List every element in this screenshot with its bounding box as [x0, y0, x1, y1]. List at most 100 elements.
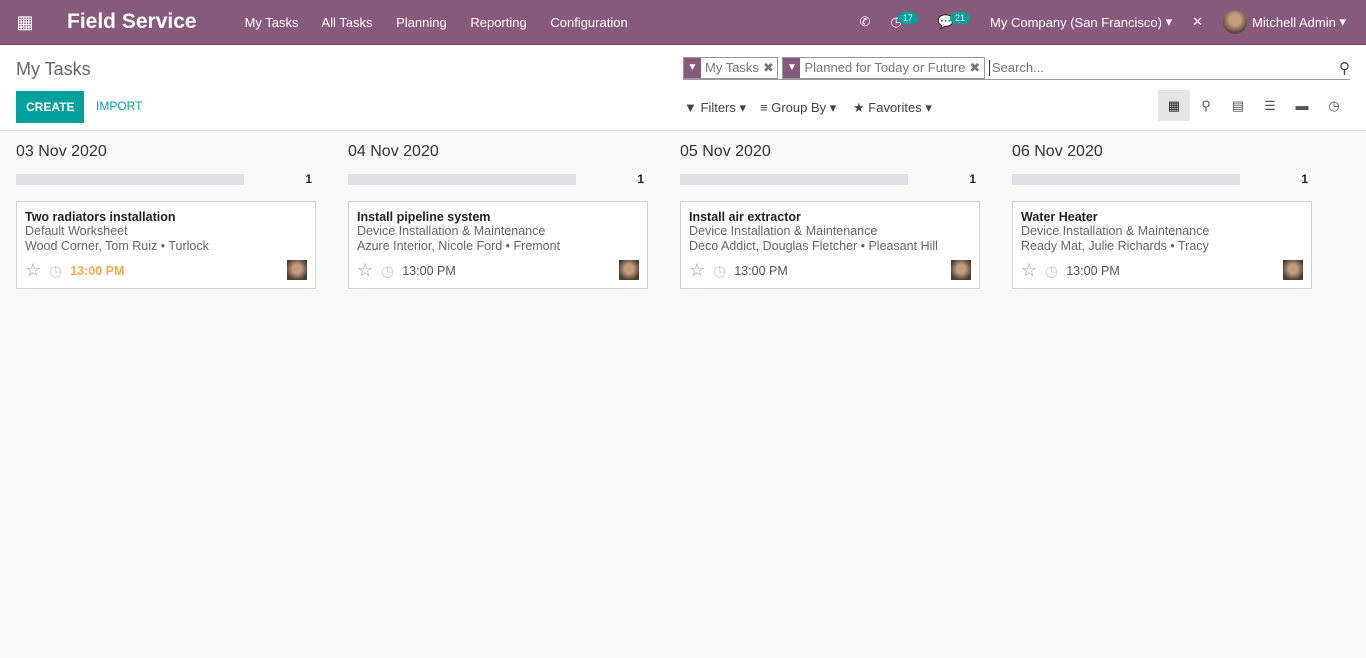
caret-down-icon: ▾ [1339, 14, 1346, 29]
caret-down-icon: ▾ [1165, 14, 1173, 29]
kanban-column: 05 Nov 2020 1 Install air extractor Devi… [680, 131, 980, 289]
task-card[interactable]: Water Heater Device Installation & Maint… [1012, 201, 1312, 289]
star-icon[interactable]: ☆ [689, 260, 706, 280]
star-icon[interactable]: ☆ [25, 260, 42, 280]
task-worksheet: Device Installation & Maintenance [689, 224, 878, 238]
menu-configuration[interactable]: Configuration [550, 14, 628, 30]
task-customer-location: Wood Corner, Tom Ruiz • Turlock [25, 239, 209, 253]
menu-my-tasks[interactable]: My Tasks [244, 14, 299, 30]
company-switcher[interactable]: My Company (San Francisco) ▾ [990, 14, 1172, 30]
facet-my-tasks: ▼ My Tasks ✖ [683, 56, 779, 79]
remove-facet-icon[interactable]: ✖ [762, 59, 778, 75]
page-title: My Tasks [16, 59, 91, 79]
facet-label: My Tasks [705, 60, 759, 75]
main-menu: My Tasks All Tasks Planning Reporting Co… [245, 15, 648, 30]
activity-button[interactable]: ◷ 17 [890, 12, 918, 30]
column-progress-bar[interactable] [16, 173, 244, 185]
gantt-view-icon[interactable]: ▬ [1295, 98, 1309, 113]
activity-view-icon[interactable]: ◷ [1328, 97, 1340, 113]
clock-icon: ◷ [890, 14, 902, 29]
view-switcher: ▦ ⚲ ▤ ☰ ▬ ◷ [1158, 90, 1350, 121]
column-date: 05 Nov 2020 [680, 143, 771, 160]
messages-button[interactable]: 💬 21 [938, 12, 971, 30]
calendar-view-icon[interactable]: ▤ [1231, 97, 1245, 113]
task-time: 13:00 PM [402, 263, 456, 278]
menu-reporting[interactable]: Reporting [470, 14, 527, 30]
bars-icon: ≡ [760, 100, 768, 115]
filter-icon: ▼ [684, 57, 701, 78]
menu-planning[interactable]: Planning [396, 14, 447, 30]
assignee-avatar [951, 260, 971, 280]
import-button[interactable]: IMPORT [96, 99, 143, 113]
assignee-avatar [287, 260, 307, 280]
task-customer-location: Azure Interior, Nicole Ford • Fremont [357, 239, 561, 253]
search-input[interactable] [988, 59, 1335, 76]
column-progress-bar[interactable] [348, 173, 576, 185]
star-icon[interactable]: ☆ [1021, 260, 1038, 280]
assignee-avatar [1283, 260, 1303, 280]
star-icon: ★ [853, 100, 865, 115]
column-progress-bar[interactable] [1012, 173, 1240, 185]
clock-icon[interactable]: ◷ [381, 262, 395, 280]
filter-icon: ▼ [684, 100, 697, 115]
task-worksheet: Default Worksheet [25, 224, 128, 238]
column-date: 03 Nov 2020 [16, 143, 107, 160]
column-count: 1 [969, 172, 976, 186]
kanban-board: 03 Nov 2020 1 Two radiators installation… [0, 131, 1366, 289]
kanban-view-icon[interactable]: ▦ [1158, 90, 1190, 121]
favorites-dropdown[interactable]: ★ Favorites ▾ [853, 100, 932, 115]
avatar [1223, 10, 1248, 34]
task-worksheet: Device Installation & Maintenance [357, 224, 546, 238]
group-by-dropdown[interactable]: ≡ Group By ▾ [760, 100, 837, 115]
task-name: Install air extractor [689, 210, 801, 224]
remove-facet-icon[interactable]: ✖ [969, 59, 984, 75]
filter-icon: ▼ [783, 57, 801, 78]
task-name: Two radiators installation [25, 210, 176, 224]
map-view-icon[interactable]: ⚲ [1201, 97, 1211, 113]
task-time: 13:00 PM [70, 263, 125, 278]
kanban-column: 03 Nov 2020 1 Two radiators installation… [16, 131, 316, 289]
task-customer-location: Ready Mat, Julie Richards • Tracy [1021, 239, 1209, 253]
column-count: 1 [1301, 172, 1308, 186]
user-name: Mitchell Admin [1252, 14, 1336, 30]
task-name: Water Heater [1021, 210, 1098, 224]
clock-icon[interactable]: ◷ [1045, 262, 1059, 280]
task-card[interactable]: Install air extractor Device Installatio… [680, 201, 980, 289]
column-progress-bar[interactable] [680, 173, 908, 185]
kanban-column: 06 Nov 2020 1 Water Heater Device Instal… [1012, 131, 1312, 289]
assignee-avatar [619, 260, 639, 280]
task-name: Install pipeline system [357, 210, 491, 224]
task-card[interactable]: Two radiators installation Default Works… [16, 201, 316, 289]
app-title: Field Service [67, 10, 197, 33]
debug-tools-icon[interactable]: ✕ [1192, 14, 1204, 29]
facet-label: Planned for Today or Future [804, 60, 966, 75]
filters-label: Filters [700, 100, 736, 115]
apps-menu-icon[interactable]: ▦ [16, 11, 34, 32]
clock-icon[interactable]: ◷ [713, 262, 727, 280]
task-worksheet: Device Installation & Maintenance [1021, 224, 1210, 238]
user-menu[interactable]: Mitchell Admin ▾ [1223, 10, 1346, 34]
favorites-label: Favorites [868, 100, 922, 115]
message-count-badge: 21 [950, 12, 971, 24]
column-count: 1 [305, 172, 312, 186]
phone-icon[interactable]: ✆ [859, 14, 871, 29]
task-time: 13:00 PM [1066, 263, 1120, 278]
search-icon[interactable]: ⚲ [1339, 59, 1350, 77]
activity-count-badge: 17 [897, 12, 918, 24]
column-count: 1 [637, 172, 644, 186]
search-bar: ▼ My Tasks ✖ ▼ Planned for Today or Future ✖… [683, 56, 1350, 80]
column-date: 04 Nov 2020 [348, 143, 439, 160]
facet-planned: ▼ Planned for Today or Future ✖ [782, 56, 985, 79]
group-by-label: Group By [771, 100, 827, 115]
clock-icon[interactable]: ◷ [49, 262, 63, 280]
create-button[interactable]: CREATE [16, 91, 85, 123]
star-icon[interactable]: ☆ [357, 260, 374, 280]
company-name: My Company (San Francisco) [990, 14, 1162, 30]
task-card[interactable]: Install pipeline system Device Installat… [348, 201, 648, 289]
kanban-column: 04 Nov 2020 1 Install pipeline system De… [348, 131, 648, 289]
list-view-icon[interactable]: ☰ [1264, 97, 1276, 113]
task-time: 13:00 PM [734, 263, 788, 278]
menu-all-tasks[interactable]: All Tasks [321, 14, 373, 30]
filters-dropdown[interactable]: ▼ Filters ▾ [684, 100, 747, 115]
task-customer-location: Deco Addict, Douglas Fletcher • Pleasant… [689, 239, 938, 253]
